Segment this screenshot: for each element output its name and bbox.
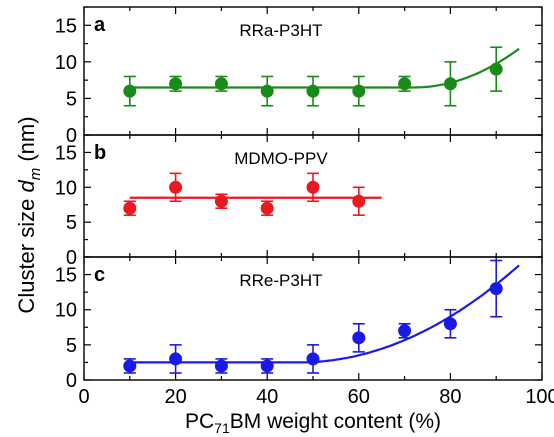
panel-title: RRe-P3HT <box>239 271 322 290</box>
x-axis-label-main: PC <box>185 410 214 433</box>
data-point <box>169 352 183 366</box>
y-tick-label: 10 <box>55 300 77 322</box>
data-point <box>352 194 366 208</box>
panel-letter: a <box>94 14 106 36</box>
y-tick-label: 0 <box>66 370 77 392</box>
y-axis-label-suffix: (nm) <box>14 116 39 167</box>
y-tick-label: 15 <box>55 15 77 37</box>
y-tick-label: 0 <box>66 125 77 147</box>
panel-letter: c <box>94 264 105 286</box>
data-point <box>398 324 412 338</box>
data-point <box>123 201 137 215</box>
y-axis-label-prefix: Cluster size <box>14 193 39 314</box>
y-axis-label-italic: d <box>14 180 39 193</box>
data-point <box>352 84 366 98</box>
x-axis-label: PC71BM weight content (%) <box>185 410 441 436</box>
panel-c: 0 5 10 15 c RRe-P3HT <box>55 256 543 392</box>
data-point <box>169 180 183 194</box>
y-axis-label: Cluster size dm (nm) <box>14 116 44 313</box>
y-tick-label: 15 <box>55 142 77 164</box>
data-point <box>214 359 228 373</box>
data-point <box>306 84 320 98</box>
data-point <box>306 180 320 194</box>
panel-a: 0 5 10 15 a RRa-P3HT <box>55 6 543 147</box>
y-tick-label: 0 <box>66 247 77 269</box>
data-point <box>260 84 274 98</box>
fit-line <box>129 47 520 89</box>
y-tick-label: 5 <box>66 88 77 110</box>
fit-line <box>129 264 520 364</box>
x-tick-label: 80 <box>439 386 461 408</box>
x-axis-label-sub: 71 <box>214 420 230 436</box>
chart-panels: 0 5 10 15 a RRa-P3HT 0 5 10 15 b MDMO-PPV 0 5 10 15 c RRe… <box>55 6 543 392</box>
y-tick-label: 10 <box>55 52 77 74</box>
data-point <box>214 77 228 91</box>
data-point <box>123 359 137 373</box>
data-point <box>398 77 412 91</box>
data-point <box>489 282 503 296</box>
data-point <box>443 77 457 91</box>
x-tick-label: 0 <box>78 386 89 408</box>
data-point <box>352 331 366 345</box>
panel-b: 0 5 10 15 b MDMO-PPV <box>55 134 543 269</box>
data-point <box>443 317 457 331</box>
x-tick-label: 60 <box>348 386 370 408</box>
x-axis-label-rest: BM weight content (%) <box>230 410 441 433</box>
y-tick-label: 5 <box>66 335 77 357</box>
x-tick-label: 100 <box>525 386 554 408</box>
data-point <box>489 62 503 76</box>
data-point <box>214 194 228 208</box>
y-tick-label: 10 <box>55 177 77 199</box>
panel-letter: b <box>94 142 106 164</box>
data-point <box>123 84 137 98</box>
y-tick-label: 5 <box>66 212 77 234</box>
data-point <box>306 352 320 366</box>
data-point <box>260 359 274 373</box>
panel-title: RRa-P3HT <box>239 21 322 40</box>
x-tick-label: 40 <box>256 386 278 408</box>
y-tick-label: 15 <box>55 265 77 287</box>
y-axis-label-sub: m <box>27 168 44 181</box>
x-tick-label: 20 <box>164 386 186 408</box>
panel-title: MDMO-PPV <box>234 149 328 168</box>
data-point <box>260 201 274 215</box>
data-point <box>169 77 183 91</box>
shared-x-axis: 0 20 40 60 80 100 <box>78 386 554 408</box>
